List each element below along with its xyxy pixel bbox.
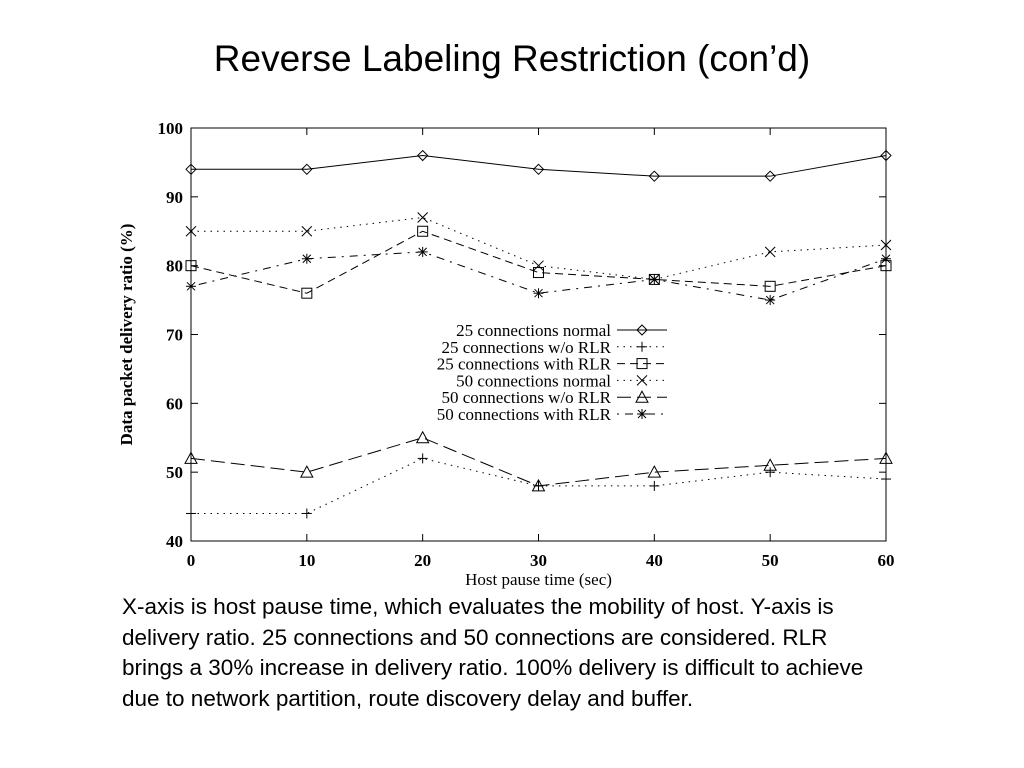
legend-label: 25 connections normal bbox=[456, 321, 611, 340]
data-point bbox=[185, 163, 197, 176]
series-line-3 bbox=[191, 216, 887, 280]
data-point bbox=[880, 149, 892, 162]
series-line-2 bbox=[190, 230, 887, 294]
data-point bbox=[649, 274, 660, 285]
data-point bbox=[533, 267, 544, 279]
data-point bbox=[417, 246, 428, 257]
legend-marker bbox=[635, 390, 649, 403]
series-markers bbox=[184, 149, 893, 519]
x-tick-label: 10 bbox=[298, 551, 315, 570]
legend-label: 50 connections w/o RLR bbox=[441, 388, 611, 407]
y-tick-label: 80 bbox=[166, 257, 183, 276]
legend-label: 25 connections with RLR bbox=[437, 355, 612, 374]
data-point bbox=[185, 225, 197, 237]
y-tick-label: 100 bbox=[158, 119, 184, 138]
y-tick-label: 40 bbox=[166, 532, 183, 551]
tick-labels: 0 10 20 30 40 50 60 40 50 60 70 80 90 100 bbox=[158, 119, 895, 570]
slide-caption: X-axis is host pause time, which evaluat… bbox=[122, 594, 864, 711]
data-point bbox=[879, 451, 893, 464]
data-point bbox=[531, 478, 546, 492]
data-point bbox=[533, 260, 544, 272]
data-point bbox=[764, 246, 776, 258]
legend-marker bbox=[637, 341, 647, 352]
legend-marker bbox=[637, 409, 647, 419]
data-point bbox=[649, 480, 660, 491]
data-point bbox=[763, 458, 778, 471]
data-point bbox=[532, 163, 545, 176]
x-axis-label: Host pause time (sec) bbox=[465, 570, 612, 589]
data-point bbox=[881, 253, 891, 264]
data-point bbox=[764, 170, 776, 182]
data-point bbox=[185, 260, 197, 272]
legend-marker bbox=[636, 324, 648, 336]
y-tick-label: 70 bbox=[166, 326, 183, 345]
x-tick-label: 50 bbox=[762, 551, 779, 570]
data-point bbox=[417, 212, 429, 223]
data-point bbox=[533, 288, 544, 299]
y-tick-label: 50 bbox=[166, 463, 183, 482]
legend-marker bbox=[636, 375, 648, 386]
x-tick-label: 40 bbox=[646, 551, 663, 570]
y-tick-label: 90 bbox=[166, 188, 183, 207]
x-tick-label: 60 bbox=[878, 551, 895, 570]
data-point bbox=[299, 465, 314, 478]
x-tick-label: 20 bbox=[414, 551, 431, 570]
delivery-ratio-chart: 0 10 20 30 40 50 60 40 50 60 70 80 90 100 25 connecti… bbox=[117, 119, 895, 589]
data-point bbox=[765, 295, 776, 306]
legend-label: 50 connections normal bbox=[456, 371, 611, 390]
data-point bbox=[415, 430, 430, 444]
data-point bbox=[416, 149, 429, 162]
legend-marker bbox=[636, 358, 648, 370]
data-point bbox=[648, 170, 661, 182]
series-line-0 bbox=[191, 155, 887, 177]
data-point bbox=[301, 508, 312, 519]
data-point bbox=[880, 239, 892, 251]
data-point bbox=[301, 163, 313, 176]
data-point bbox=[301, 225, 313, 237]
x-tick-label: 30 bbox=[530, 551, 547, 570]
data-point bbox=[417, 225, 429, 237]
data-point bbox=[765, 467, 776, 478]
data-point bbox=[301, 253, 312, 264]
data-point bbox=[184, 451, 198, 464]
legend-label: 25 connections w/o RLR bbox=[441, 338, 611, 357]
data-point bbox=[301, 287, 313, 299]
data-point bbox=[881, 474, 891, 485]
series-line-4 bbox=[190, 437, 887, 487]
y-axis-label: Data packet delivery ratio (%) bbox=[117, 224, 136, 446]
y-tick-label: 60 bbox=[166, 394, 183, 413]
x-tick-label: 0 bbox=[187, 551, 196, 570]
data-point bbox=[186, 281, 196, 292]
axes bbox=[190, 127, 887, 542]
data-point bbox=[647, 465, 662, 478]
data-point bbox=[186, 508, 196, 519]
data-point bbox=[764, 280, 776, 292]
slide-title: Reverse Labeling Restriction (con’d) bbox=[213, 38, 811, 79]
data-point bbox=[417, 453, 428, 464]
legend-label: 50 connections with RLR bbox=[437, 405, 612, 424]
